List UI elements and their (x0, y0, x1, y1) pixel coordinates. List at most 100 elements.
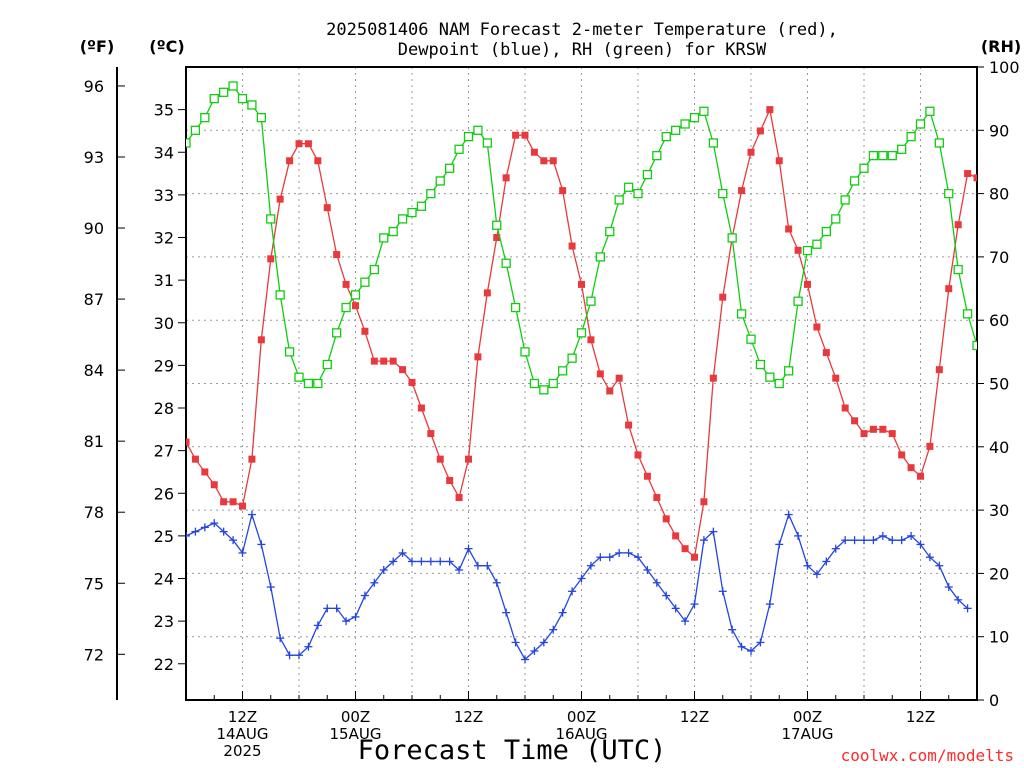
temperature-point (578, 280, 585, 288)
x-tick-label: 16AUG (556, 725, 608, 743)
x-tick-label: 12Z (680, 708, 709, 726)
dewpoint-point (445, 557, 454, 566)
temperature-point (738, 187, 746, 195)
rh-point (520, 347, 530, 357)
celsius-tick-label: 25 (154, 527, 174, 546)
rh-point (831, 214, 841, 224)
fahrenheit-tick-label: 87 (84, 290, 104, 309)
rh-point (633, 188, 643, 199)
series-clip-group (0, 81, 977, 664)
celsius-tick-label: 31 (154, 271, 174, 290)
temperature-point (766, 106, 774, 114)
dewpoint-point (323, 604, 332, 613)
dewpoint-point (408, 557, 416, 566)
temperature-point (587, 336, 595, 344)
rh-point (332, 328, 342, 338)
temperature-point (370, 357, 378, 365)
temperature-point (898, 451, 906, 459)
temperature-point (615, 374, 623, 382)
dewpoint-series-line (186, 512, 969, 661)
temperature-point (483, 289, 491, 297)
rh-tick-label: 30 (989, 501, 1009, 520)
dewpoint-point (634, 553, 642, 562)
rh-point (718, 188, 728, 199)
rh-point (0, 348, 8, 356)
dewpoint-point (464, 544, 473, 553)
rh-point (0, 342, 8, 350)
rh-point (944, 188, 954, 199)
temperature-point (691, 553, 698, 561)
rh-point (0, 342, 8, 350)
rh-point (906, 131, 916, 142)
fahrenheit-tick-label: 84 (84, 361, 104, 380)
temperature-point (0, 191, 7, 198)
rh-point (793, 296, 803, 306)
rh-tick-label: 70 (989, 248, 1009, 267)
rh-tick-label: 90 (989, 121, 1009, 140)
dewpoint-point (850, 536, 859, 545)
rh-point (925, 106, 935, 116)
dewpoint-point (511, 638, 520, 647)
dewpoint-point (276, 634, 285, 643)
rh-point (878, 150, 888, 161)
temperature-point (888, 430, 896, 438)
celsius-tick-label: 23 (154, 612, 174, 631)
rh-point (567, 353, 577, 363)
rh-point (915, 119, 926, 129)
dewpoint-point (643, 565, 652, 574)
dewpoint-point (652, 578, 661, 587)
rh-point (736, 309, 747, 319)
rh-tick-label: 10 (989, 628, 1009, 647)
temperature-point (408, 378, 416, 386)
dewpoint-point (295, 651, 303, 660)
rh-point (463, 131, 474, 142)
x-tick-label: 15AUG (330, 725, 382, 743)
celsius-tick-label: 34 (154, 143, 174, 162)
dewpoint-point (229, 536, 238, 545)
rh-point (849, 176, 860, 186)
temperature-point (427, 430, 435, 438)
dewpoint-point (728, 625, 737, 634)
rh-point (445, 163, 455, 173)
celsius-tick-label: 35 (154, 101, 174, 120)
dewpoint-point (539, 638, 548, 647)
rh-point (558, 366, 568, 376)
rh-point (642, 169, 653, 180)
dewpoint-point (379, 565, 388, 574)
dewpoint-point (257, 540, 266, 549)
rh-tick-label: 100 (989, 58, 1020, 77)
rh-point (209, 94, 219, 104)
rh-point (379, 233, 389, 243)
rh-point (529, 378, 540, 389)
temperature-point (361, 327, 369, 335)
temperature-point (549, 157, 557, 165)
temperature-point (502, 174, 510, 182)
celsius-tick-label: 29 (154, 356, 174, 375)
temperature-point (964, 170, 972, 178)
dewpoint-point (332, 604, 341, 613)
temperature-point (954, 221, 962, 229)
rh-point (350, 290, 361, 300)
dewpoint-point (765, 600, 774, 609)
temperature-point (559, 187, 567, 195)
fahrenheit-tick-label: 78 (84, 503, 104, 522)
rh-point (887, 150, 897, 161)
rh-point (812, 239, 822, 249)
rh-point (416, 201, 427, 211)
fahrenheit-tick-label: 72 (84, 645, 104, 664)
celsius-tick-label: 33 (154, 186, 174, 205)
temperature-point (813, 323, 821, 331)
dewpoint-point (681, 617, 690, 626)
rh-point (510, 302, 521, 313)
temperature-point (257, 336, 265, 344)
rh-point (284, 347, 295, 357)
temperature-point (446, 476, 454, 484)
rh-point (953, 264, 963, 275)
rh-point (755, 359, 766, 370)
rh-point (689, 112, 700, 123)
temperature-point (926, 442, 934, 450)
x-axis-label: Forecast Time (UTC) (358, 735, 667, 766)
rh-point (186, 138, 191, 148)
rh-point (972, 340, 977, 351)
